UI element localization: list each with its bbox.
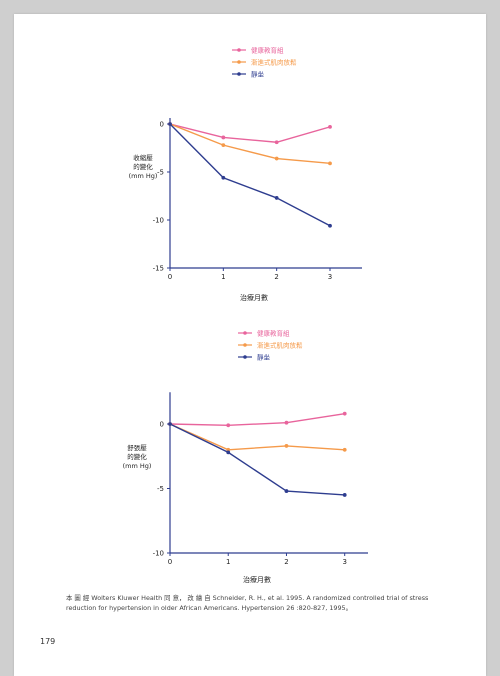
series-line bbox=[169, 123, 331, 227]
data-point bbox=[284, 489, 289, 493]
x-tick-label: 1 bbox=[221, 273, 225, 281]
legend-marker bbox=[243, 343, 247, 347]
x-axis-label: 治療月數 bbox=[243, 575, 271, 584]
data-point bbox=[274, 140, 279, 145]
legend-label: 漸進式肌肉放鬆 bbox=[257, 341, 303, 350]
y-tick-label: -5 bbox=[157, 485, 164, 493]
legend-label: 健康教育組 bbox=[251, 46, 284, 55]
series-line bbox=[169, 123, 331, 165]
data-point bbox=[221, 135, 226, 140]
y-tick-label: -5 bbox=[157, 169, 164, 177]
x-tick-label: 1 bbox=[226, 558, 230, 566]
x-tick-label: 2 bbox=[284, 558, 288, 566]
x-tick-label: 2 bbox=[274, 273, 278, 281]
systolic-chart: 0 -5 -10 -15 0 1 2 3 治療月數 收縮壓的變化(mm Hg) 健康教育組漸進式肌肉… bbox=[129, 46, 362, 302]
data-point bbox=[221, 143, 226, 148]
legend-label: 靜坐 bbox=[251, 70, 265, 79]
series-line bbox=[169, 412, 345, 426]
figure-caption: 本 圖 經 Wolters Kluwer Health 同 意， 改 繪 自 S… bbox=[66, 594, 429, 612]
legend-marker bbox=[243, 331, 247, 335]
x-axis-label: 治療月數 bbox=[240, 293, 268, 302]
data-point bbox=[274, 196, 279, 200]
y-tick-label: 0 bbox=[160, 121, 164, 129]
data-point bbox=[168, 122, 172, 126]
diastolic-chart: 0 -5 -10 0 1 2 3 治療月數 舒張壓的變化(mm Hg) 健康教育組漸進式肌肉放鬆靜… bbox=[123, 329, 368, 584]
data-point bbox=[328, 124, 332, 129]
y-tick-label: 0 bbox=[160, 421, 164, 429]
series-line bbox=[169, 423, 345, 496]
y-tick-label: -15 bbox=[153, 265, 164, 273]
x-tick-label: 0 bbox=[168, 558, 172, 566]
legend-marker bbox=[237, 48, 241, 52]
legend-label: 健康教育組 bbox=[257, 329, 290, 338]
x-tick-label: 3 bbox=[342, 558, 346, 566]
data-point bbox=[168, 422, 172, 426]
data-point bbox=[274, 156, 279, 161]
x-tick-label: 3 bbox=[328, 273, 332, 281]
data-point bbox=[284, 420, 289, 425]
data-point bbox=[342, 493, 347, 497]
data-point bbox=[226, 423, 231, 428]
legend-marker bbox=[243, 355, 247, 359]
series-line bbox=[169, 123, 331, 143]
data-point bbox=[284, 444, 289, 448]
data-point bbox=[328, 223, 332, 228]
y-axis-label: 收縮壓的變化(mm Hg) bbox=[129, 153, 158, 180]
y-axis-label: 舒張壓的變化(mm Hg) bbox=[123, 443, 152, 470]
data-point bbox=[342, 411, 347, 416]
data-point bbox=[221, 175, 226, 180]
data-point bbox=[328, 161, 332, 166]
legend-marker bbox=[237, 72, 241, 76]
legend-label: 靜坐 bbox=[257, 353, 271, 362]
data-point bbox=[342, 447, 347, 452]
page-number: 179 bbox=[40, 637, 56, 646]
data-point bbox=[226, 450, 231, 455]
legend-label: 漸進式肌肉放鬆 bbox=[251, 58, 297, 67]
legend-marker bbox=[237, 60, 241, 64]
y-tick-label: -10 bbox=[153, 217, 164, 225]
x-tick-label: 0 bbox=[168, 273, 172, 281]
y-tick-label: -10 bbox=[153, 550, 164, 558]
series-line bbox=[169, 423, 345, 451]
